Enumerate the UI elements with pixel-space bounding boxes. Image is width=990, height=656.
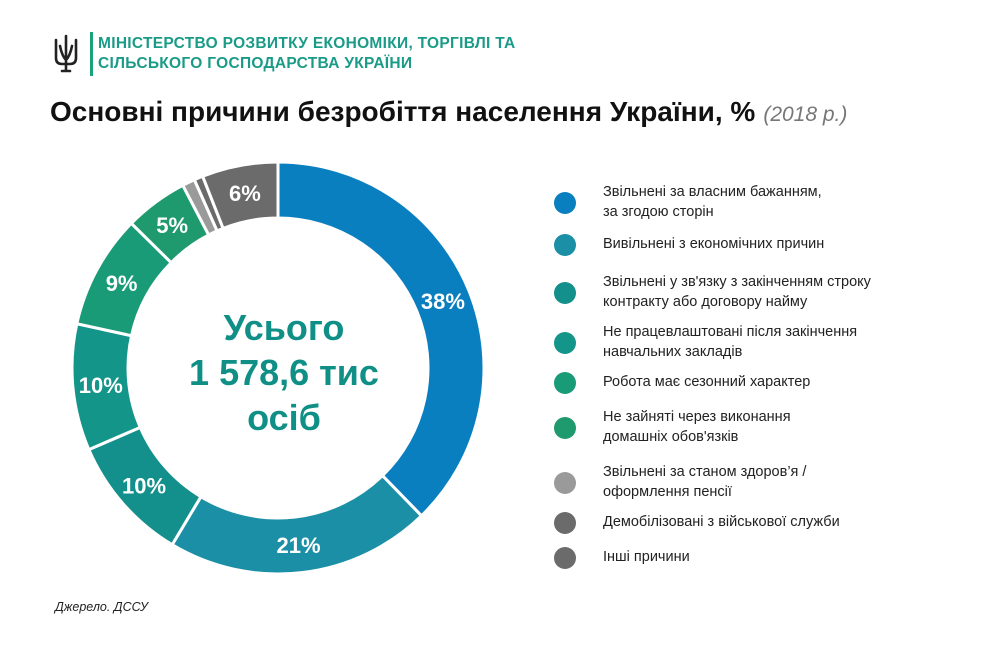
trident-icon xyxy=(54,34,78,73)
legend-label-line1: Вивільнені з економічних причин xyxy=(603,236,825,252)
ministry-name-line2: СІЛЬСЬКОГО ГОСПОДАРСТВА УКРАЇНИ xyxy=(98,55,413,72)
chart-total-line1: Усього xyxy=(223,307,345,348)
header-divider xyxy=(90,32,93,76)
legend-swatch xyxy=(554,512,576,534)
legend-label-line1: Звільнені у зв'язку з закінченням строку xyxy=(603,274,871,290)
source-note: Джерело. ДССУ xyxy=(55,600,148,614)
legend-label-line2: домашніх обов'язків xyxy=(603,429,739,445)
legend-swatch xyxy=(554,332,576,354)
chart-title: Основні причини безробіття населення Укр… xyxy=(50,96,756,127)
legend-swatch xyxy=(554,417,576,439)
legend-swatch xyxy=(554,192,576,214)
ministry-name-line1: МІНІСТЕРСТВО РОЗВИТКУ ЕКОНОМІКИ, ТОРГІВЛ… xyxy=(98,35,516,52)
legend-label: Не зайняті через виконання домашніх обов'… xyxy=(603,407,963,447)
legend-label: Звільнені за станом здоров’я / оформлення… xyxy=(603,462,963,502)
donut-data-label-9: 6% xyxy=(229,181,261,206)
legend-label-line1: Звільнені за станом здоров’я / xyxy=(603,464,807,480)
donut-data-labels: 38% 21% 10% 10% 9% 5% 6% xyxy=(79,181,465,558)
chart-total-line3: осіб xyxy=(247,397,321,438)
chart-period: (2018 р.) xyxy=(763,103,848,126)
legend-label-line2: за згодою сторін xyxy=(603,204,714,220)
donut-slice-1 xyxy=(276,160,486,518)
legend-label: Робота має сезонний характер xyxy=(603,372,963,392)
legend-label: Звільнені у зв'язку з закінченням строку… xyxy=(603,272,963,312)
legend-label-line1: Демобілізовані з військової служби xyxy=(603,514,840,530)
chart-total: Усього 1 578,6 тис осіб xyxy=(179,305,389,440)
legend-swatch xyxy=(554,282,576,304)
legend-label-line2: оформлення пенсії xyxy=(603,484,732,500)
donut-data-label-6: 5% xyxy=(156,213,188,238)
legend-swatch xyxy=(554,547,576,569)
legend-label: Демобілізовані з військової служби xyxy=(603,512,963,532)
legend-label: Вивільнені з економічних причин xyxy=(603,234,963,254)
legend-label: Не працевлаштовані після закінчення навча… xyxy=(603,322,963,362)
chart-total-line2: 1 578,6 тис xyxy=(189,352,379,393)
title-row: Основні причини безробіття населення Укр… xyxy=(50,96,847,128)
donut-slice-2 xyxy=(170,473,424,576)
legend-label-line1: Інші причини xyxy=(603,549,690,565)
donut-data-label-4: 10% xyxy=(79,373,123,398)
legend-label-line1: Робота має сезонний характер xyxy=(603,374,811,390)
legend-swatch xyxy=(554,472,576,494)
ministry-name: МІНІСТЕРСТВО РОЗВИТКУ ЕКОНОМІКИ, ТОРГІВЛ… xyxy=(98,34,618,74)
legend-label-line1: Звільнені за власним бажанням, xyxy=(603,184,822,200)
legend-label: Інші причини xyxy=(603,547,963,567)
donut-slices xyxy=(70,160,486,576)
legend-label: Звільнені за власним бажанням, за згодою … xyxy=(603,182,963,222)
donut-data-label-3: 10% xyxy=(122,473,166,498)
legend-label-line2: контракту або договору найму xyxy=(603,294,808,310)
legend-label-line2: навчальних закладів xyxy=(603,344,743,360)
legend-swatch xyxy=(554,372,576,394)
legend-label-line1: Не працевлаштовані після закінчення xyxy=(603,324,858,340)
legend-swatch xyxy=(554,234,576,256)
donut-slice-9 xyxy=(200,160,280,231)
donut-data-label-2: 21% xyxy=(276,533,320,558)
donut-data-label-1: 38% xyxy=(421,289,465,314)
donut-chart: 38% 21% 10% 10% 9% 5% 6% xyxy=(70,160,486,576)
donut-data-label-5: 9% xyxy=(106,271,138,296)
legend-label-line1: Не зайняті через виконання xyxy=(603,409,791,425)
